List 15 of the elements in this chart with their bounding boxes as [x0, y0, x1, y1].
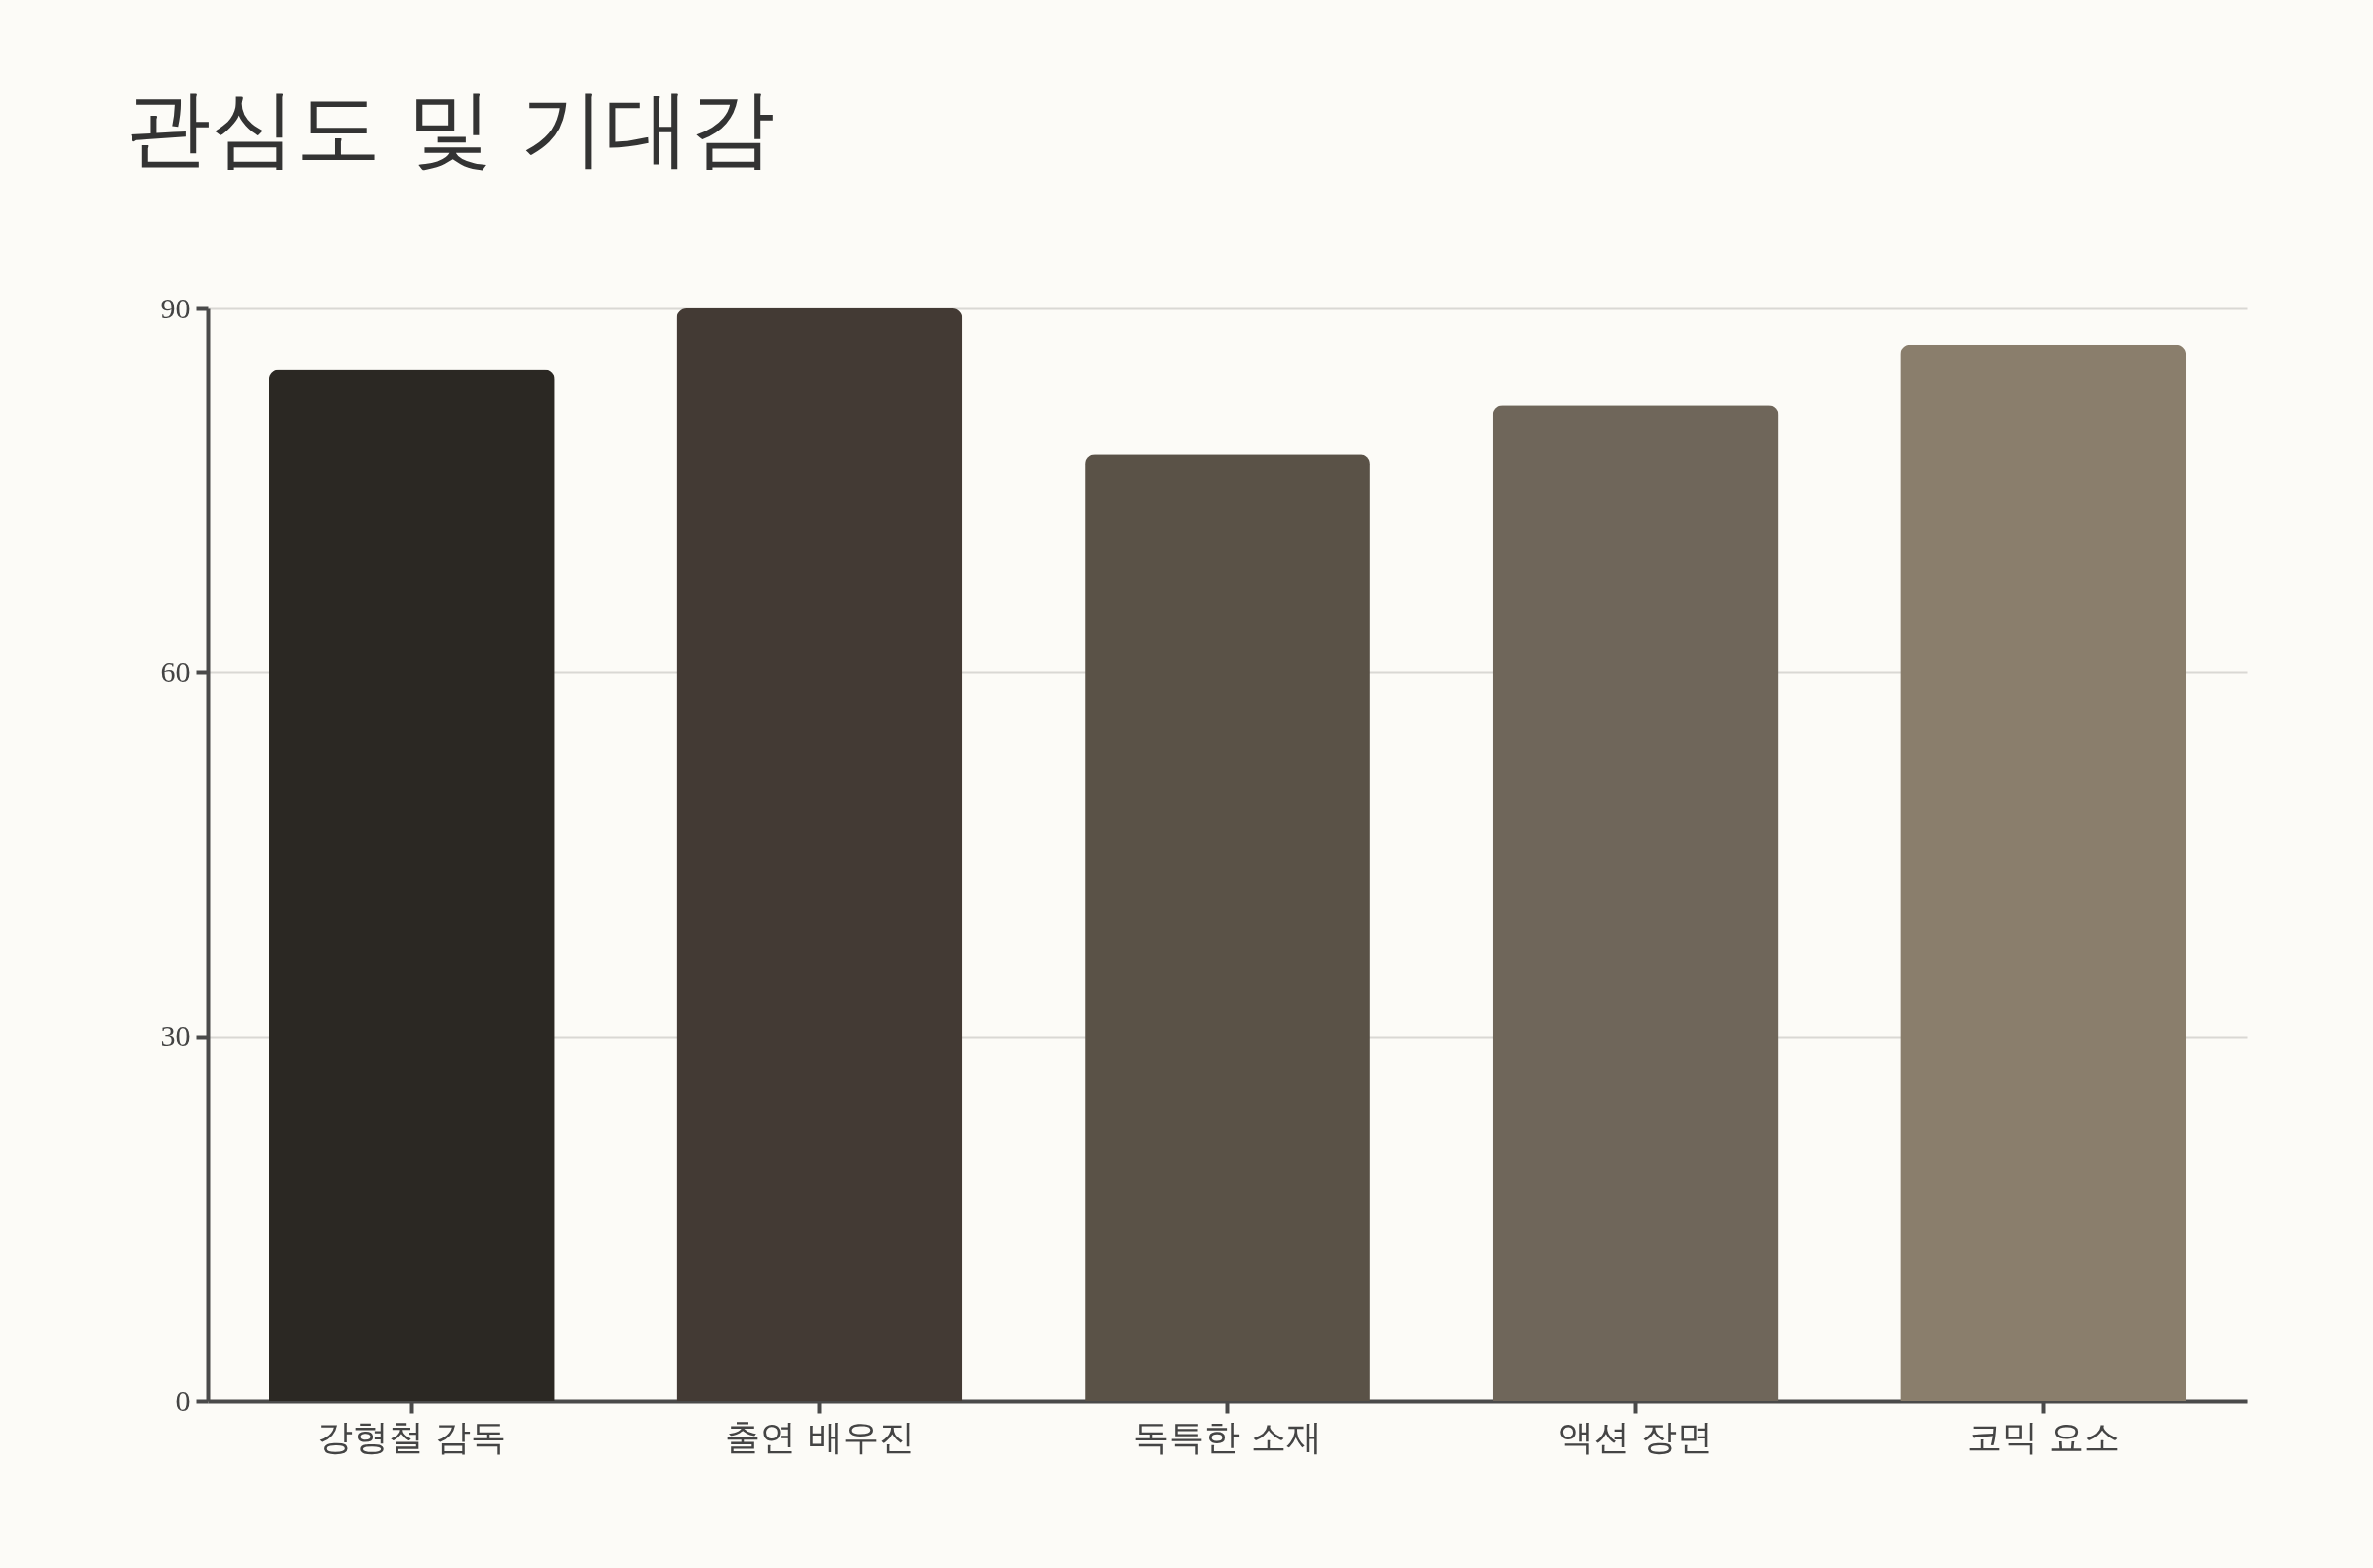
bar: [676, 308, 963, 1401]
y-tick-label: 90: [160, 291, 191, 324]
x-tick-label: 코믹 요소: [1966, 1416, 2121, 1457]
x-tick-label: 강형철 감독: [316, 1416, 507, 1457]
y-tick-label: 0: [175, 1383, 191, 1417]
chart-title: 관심도 및 기대감: [126, 78, 775, 177]
bar: [268, 369, 555, 1401]
x-tick-label: 독특한 소재: [1132, 1416, 1323, 1457]
y-tick-label: 60: [160, 654, 191, 688]
bar: [1085, 454, 1370, 1401]
y-tick-label: 30: [160, 1019, 191, 1053]
x-tick-label: 출연 배우진: [725, 1416, 915, 1457]
x-tick-label: 액션 장면: [1558, 1416, 1713, 1457]
bar: [1900, 344, 2187, 1401]
bar: [1492, 405, 1779, 1401]
